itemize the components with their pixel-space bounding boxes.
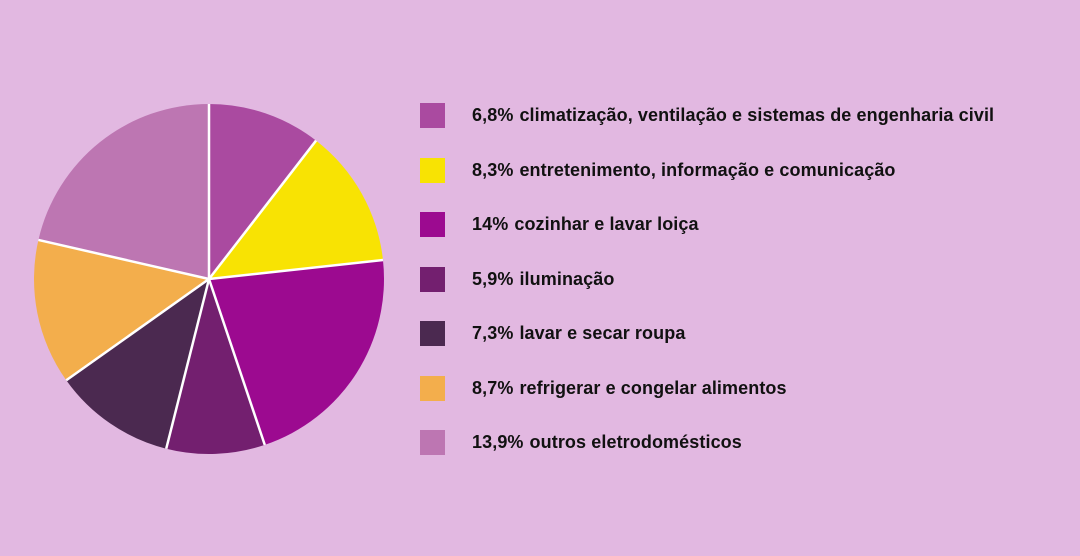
- pie-slice: [209, 104, 317, 279]
- pie-slice: [209, 140, 383, 279]
- legend-label: 14% cozinhar e lavar loiça: [472, 212, 699, 237]
- legend-percent: 8,7%: [472, 377, 514, 398]
- pie-slice: [209, 259, 385, 445]
- legend-item: 5,9% iluminação: [420, 266, 994, 292]
- legend-percent: 14%: [472, 214, 509, 234]
- legend-label: 13,9% outros eletrodomésticos: [472, 430, 742, 455]
- legend-percent: 7,3%: [472, 323, 514, 343]
- legend-swatch: [420, 103, 445, 128]
- slice-separator: [207, 278, 266, 446]
- pie-slice: [38, 104, 210, 279]
- pie-slice: [166, 279, 265, 454]
- legend-text: iluminação: [519, 268, 615, 289]
- pie-slice: [66, 279, 209, 449]
- legend-text: lavar e secar roupa: [519, 323, 686, 343]
- legend-text: outros eletrodomésticos: [529, 432, 742, 452]
- legend-label: 7,3% lavar e secar roupa: [472, 321, 685, 346]
- legend-swatch: [420, 212, 445, 237]
- legend-percent: 8,3%: [472, 159, 514, 180]
- legend-label: 6,8% climatização, ventilação e sistemas …: [472, 103, 994, 128]
- legend-item: 8,3% entretenimento, informação e comunic…: [420, 157, 994, 183]
- legend-swatch: [420, 430, 445, 455]
- legend-percent: 13,9%: [472, 432, 524, 452]
- legend-swatch: [420, 375, 445, 401]
- legend-item: 6,8% climatização, ventilação e sistemas …: [420, 103, 994, 128]
- slice-separator: [208, 139, 318, 280]
- legend-item: 7,3% lavar e secar roupa: [420, 321, 994, 346]
- legend-swatch: [420, 266, 445, 292]
- legend-text: cozinhar e lavar loiça: [514, 214, 699, 234]
- legend-swatch: [420, 157, 445, 183]
- legend-text: climatização, ventilação e sistemas de e…: [519, 105, 995, 125]
- legend-label: 8,3% entretenimento, informação e comunic…: [472, 158, 896, 183]
- slice-separator: [38, 238, 210, 281]
- legend-percent: 5,9%: [472, 268, 514, 289]
- slice-separator: [65, 277, 210, 382]
- legend-label: 8,7% refrigerar e congelar alimentos: [472, 376, 787, 401]
- legend-swatch: [420, 321, 445, 346]
- legend-label: 5,9% iluminação: [472, 267, 614, 292]
- legend: 6,8% climatização, ventilação e sistemas …: [420, 103, 994, 455]
- legend-text: entretenimento, informação e comunicação: [519, 159, 896, 180]
- legend-item: 14% cozinhar e lavar loiça: [420, 212, 994, 237]
- legend-item: 8,7% refrigerar e congelar alimentos: [420, 375, 994, 401]
- slice-separator: [165, 278, 211, 449]
- pie-slice: [34, 239, 210, 381]
- legend-percent: 6,8%: [472, 105, 514, 125]
- legend-item: 13,9% outros eletrodomésticos: [420, 430, 994, 455]
- legend-text: refrigerar e congelar alimentos: [519, 377, 787, 398]
- slice-separator: [208, 258, 384, 281]
